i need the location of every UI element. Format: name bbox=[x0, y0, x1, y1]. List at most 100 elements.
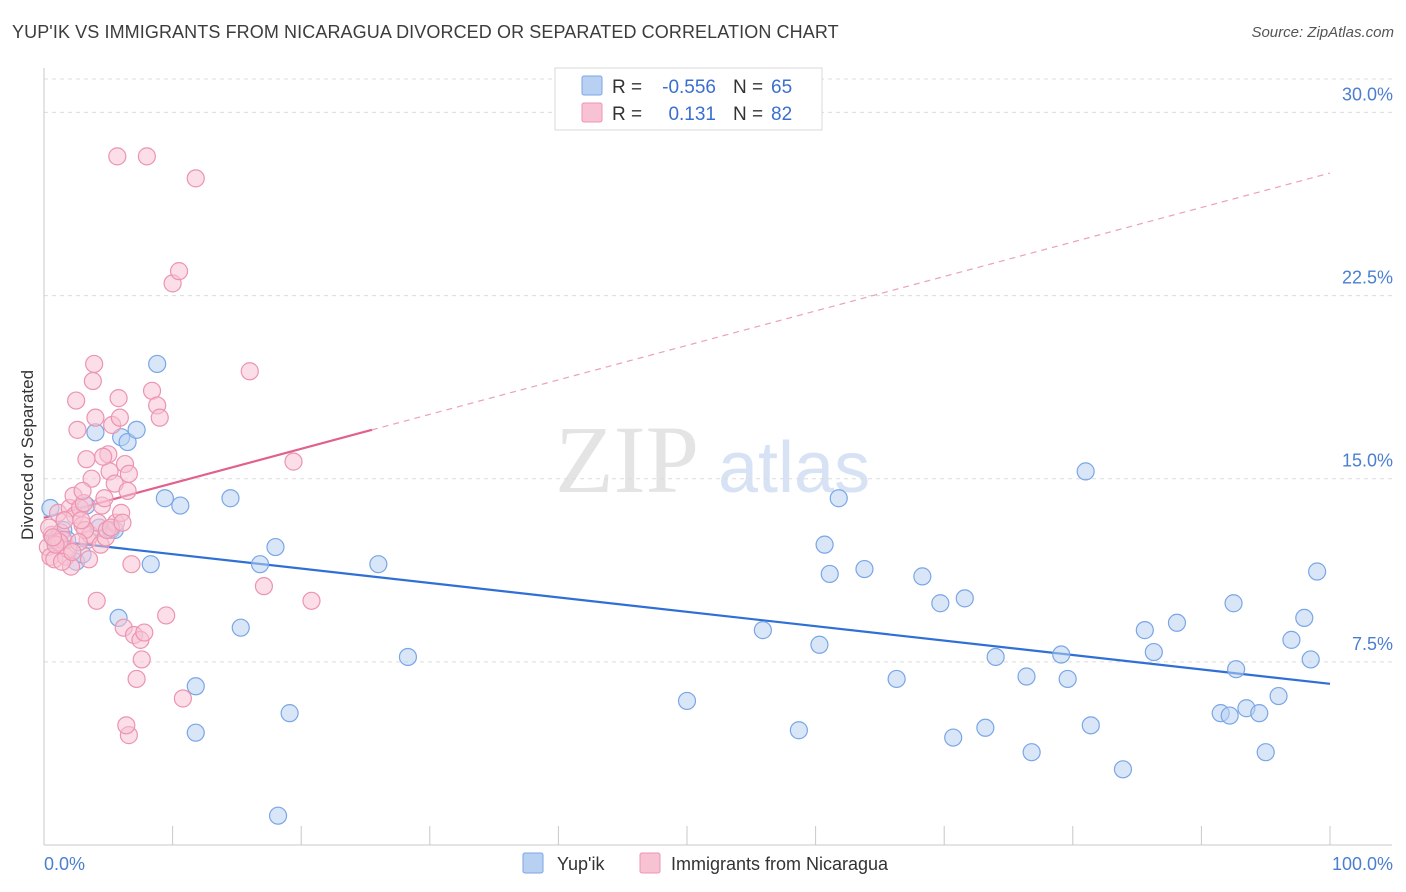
point-yupik bbox=[829, 489, 848, 508]
point-yupik bbox=[955, 589, 974, 608]
point-yupik bbox=[127, 420, 146, 439]
y-tick-label: 30.0% bbox=[1342, 84, 1393, 104]
point-nicaragua bbox=[110, 408, 129, 427]
x-tick-label: 100.0% bbox=[1332, 854, 1393, 874]
data-points bbox=[38, 147, 1327, 825]
point-nicaragua bbox=[173, 689, 192, 708]
point-yupik bbox=[250, 555, 270, 574]
chart-source: Source: ZipAtlas.com bbox=[1251, 24, 1394, 41]
point-yupik bbox=[677, 691, 697, 711]
legend-r-value-yupik: -0.556 bbox=[662, 77, 716, 98]
point-yupik bbox=[171, 496, 190, 515]
point-nicaragua bbox=[73, 481, 92, 501]
point-yupik bbox=[931, 594, 950, 613]
point-yupik bbox=[753, 621, 772, 640]
point-yupik bbox=[1224, 594, 1243, 613]
point-yupik bbox=[1250, 704, 1269, 723]
point-nicaragua bbox=[79, 550, 99, 569]
point-yupik bbox=[1076, 462, 1095, 481]
point-yupik bbox=[1256, 743, 1275, 762]
point-yupik bbox=[1058, 669, 1077, 689]
point-nicaragua bbox=[135, 623, 154, 642]
point-nicaragua bbox=[108, 147, 127, 166]
point-yupik bbox=[1295, 608, 1314, 628]
axes bbox=[43, 68, 1392, 846]
watermark-zip: ZIP bbox=[555, 406, 699, 513]
y-tick-label: 22.5% bbox=[1342, 268, 1393, 288]
watermark: ZIP atlas bbox=[555, 406, 870, 513]
point-nicaragua bbox=[83, 371, 102, 391]
point-yupik bbox=[1308, 562, 1327, 581]
point-yupik bbox=[221, 489, 240, 508]
point-yupik bbox=[944, 728, 963, 747]
point-nicaragua bbox=[94, 447, 113, 466]
point-yupik bbox=[820, 564, 839, 584]
y-axis-label: Divorced or Separated bbox=[18, 370, 37, 540]
legend-r-value-nicaragua: 0.131 bbox=[668, 104, 716, 125]
point-nicaragua bbox=[95, 489, 114, 508]
point-nicaragua bbox=[240, 362, 259, 381]
point-yupik bbox=[789, 721, 808, 740]
point-nicaragua bbox=[137, 147, 156, 166]
point-yupik bbox=[810, 635, 829, 654]
point-yupik bbox=[1017, 667, 1036, 686]
point-yupik bbox=[398, 647, 418, 667]
point-nicaragua bbox=[254, 577, 274, 596]
point-yupik bbox=[141, 555, 160, 574]
point-yupik bbox=[1144, 642, 1163, 662]
point-yupik bbox=[1022, 743, 1041, 762]
point-nicaragua bbox=[122, 555, 141, 574]
point-yupik bbox=[815, 535, 834, 554]
point-nicaragua bbox=[67, 391, 86, 410]
point-nicaragua bbox=[72, 511, 91, 530]
point-yupik bbox=[1052, 645, 1071, 664]
bottom-legend-label-nicaragua: Immigrants from Nicaragua bbox=[671, 854, 889, 874]
y-tick-label: 7.5% bbox=[1352, 634, 1393, 654]
bottom-legend-swatch-yupik bbox=[522, 852, 544, 874]
legend-n-value-nicaragua: 82 bbox=[771, 104, 792, 125]
chart-title: YUP'IK VS IMMIGRANTS FROM NICARAGUA DIVO… bbox=[12, 22, 839, 42]
point-yupik bbox=[369, 555, 388, 574]
bottom-legend: Yup'ik Immigrants from Nicaragua bbox=[522, 852, 889, 874]
point-yupik bbox=[186, 677, 205, 696]
point-nicaragua bbox=[186, 169, 205, 188]
point-yupik bbox=[976, 718, 995, 737]
point-nicaragua bbox=[118, 481, 137, 501]
point-nicaragua bbox=[68, 420, 87, 439]
x-tick-label: 0.0% bbox=[44, 854, 85, 874]
point-nicaragua bbox=[157, 606, 176, 625]
point-nicaragua bbox=[77, 450, 96, 469]
point-yupik bbox=[1227, 660, 1246, 679]
point-nicaragua bbox=[113, 513, 132, 532]
point-nicaragua bbox=[55, 511, 74, 530]
legend-swatch-nicaragua bbox=[581, 102, 603, 123]
point-nicaragua bbox=[43, 528, 63, 547]
point-yupik bbox=[1167, 613, 1187, 632]
point-yupik bbox=[268, 806, 288, 825]
point-yupik bbox=[266, 537, 285, 557]
legend-swatch-yupik bbox=[581, 75, 603, 96]
legend-n-label-nicaragua: N = bbox=[733, 104, 763, 125]
point-nicaragua bbox=[87, 591, 106, 610]
point-yupik bbox=[1220, 706, 1239, 725]
point-nicaragua bbox=[85, 354, 104, 374]
point-nicaragua bbox=[150, 408, 169, 427]
legend-n-label-yupik: N = bbox=[733, 77, 763, 98]
point-yupik bbox=[855, 559, 874, 579]
bottom-legend-swatch-nicaragua bbox=[639, 852, 661, 874]
point-yupik bbox=[1135, 621, 1154, 640]
point-nicaragua bbox=[132, 650, 151, 669]
y-tick-label: 15.0% bbox=[1342, 451, 1393, 471]
point-yupik bbox=[1301, 650, 1320, 669]
point-yupik bbox=[913, 567, 932, 586]
point-yupik bbox=[155, 489, 174, 508]
top-legend: R = -0.556 N = 65 R = 0.131 N = 82 bbox=[554, 67, 823, 131]
point-yupik bbox=[186, 723, 205, 742]
point-yupik bbox=[280, 704, 299, 723]
point-yupik bbox=[1269, 686, 1288, 706]
point-yupik bbox=[887, 669, 906, 689]
point-nicaragua bbox=[127, 669, 146, 689]
point-nicaragua bbox=[284, 452, 303, 471]
trend-line-nicaragua-extension bbox=[371, 172, 1331, 431]
